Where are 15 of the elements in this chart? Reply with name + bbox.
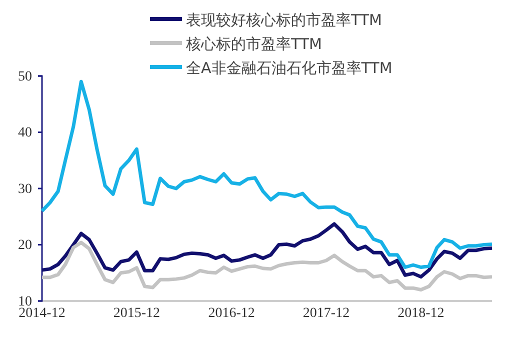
legend-label: 核心标的市盈率TTM xyxy=(185,35,322,53)
line-series xyxy=(40,222,494,279)
y-tick-label: 40 xyxy=(18,126,32,141)
line-series xyxy=(40,240,494,292)
line-series xyxy=(40,80,494,269)
y-tick-label: 30 xyxy=(18,182,32,197)
x-tick-label: 2018-12 xyxy=(398,306,444,321)
x-tick-label: 2017-12 xyxy=(302,306,350,321)
x-tick-label: 2015-12 xyxy=(113,306,160,321)
x-tick-label: 2016-12 xyxy=(208,306,255,321)
legend-label: 全A非金融石油石化市盈率TTM xyxy=(186,59,392,77)
y-tick-label: 50 xyxy=(18,69,32,84)
y-tick-label: 20 xyxy=(18,238,32,254)
x-tick-label: 2014-12 xyxy=(18,306,66,321)
legend-label: 表现较好核心标的市盈率TTM xyxy=(186,11,382,29)
